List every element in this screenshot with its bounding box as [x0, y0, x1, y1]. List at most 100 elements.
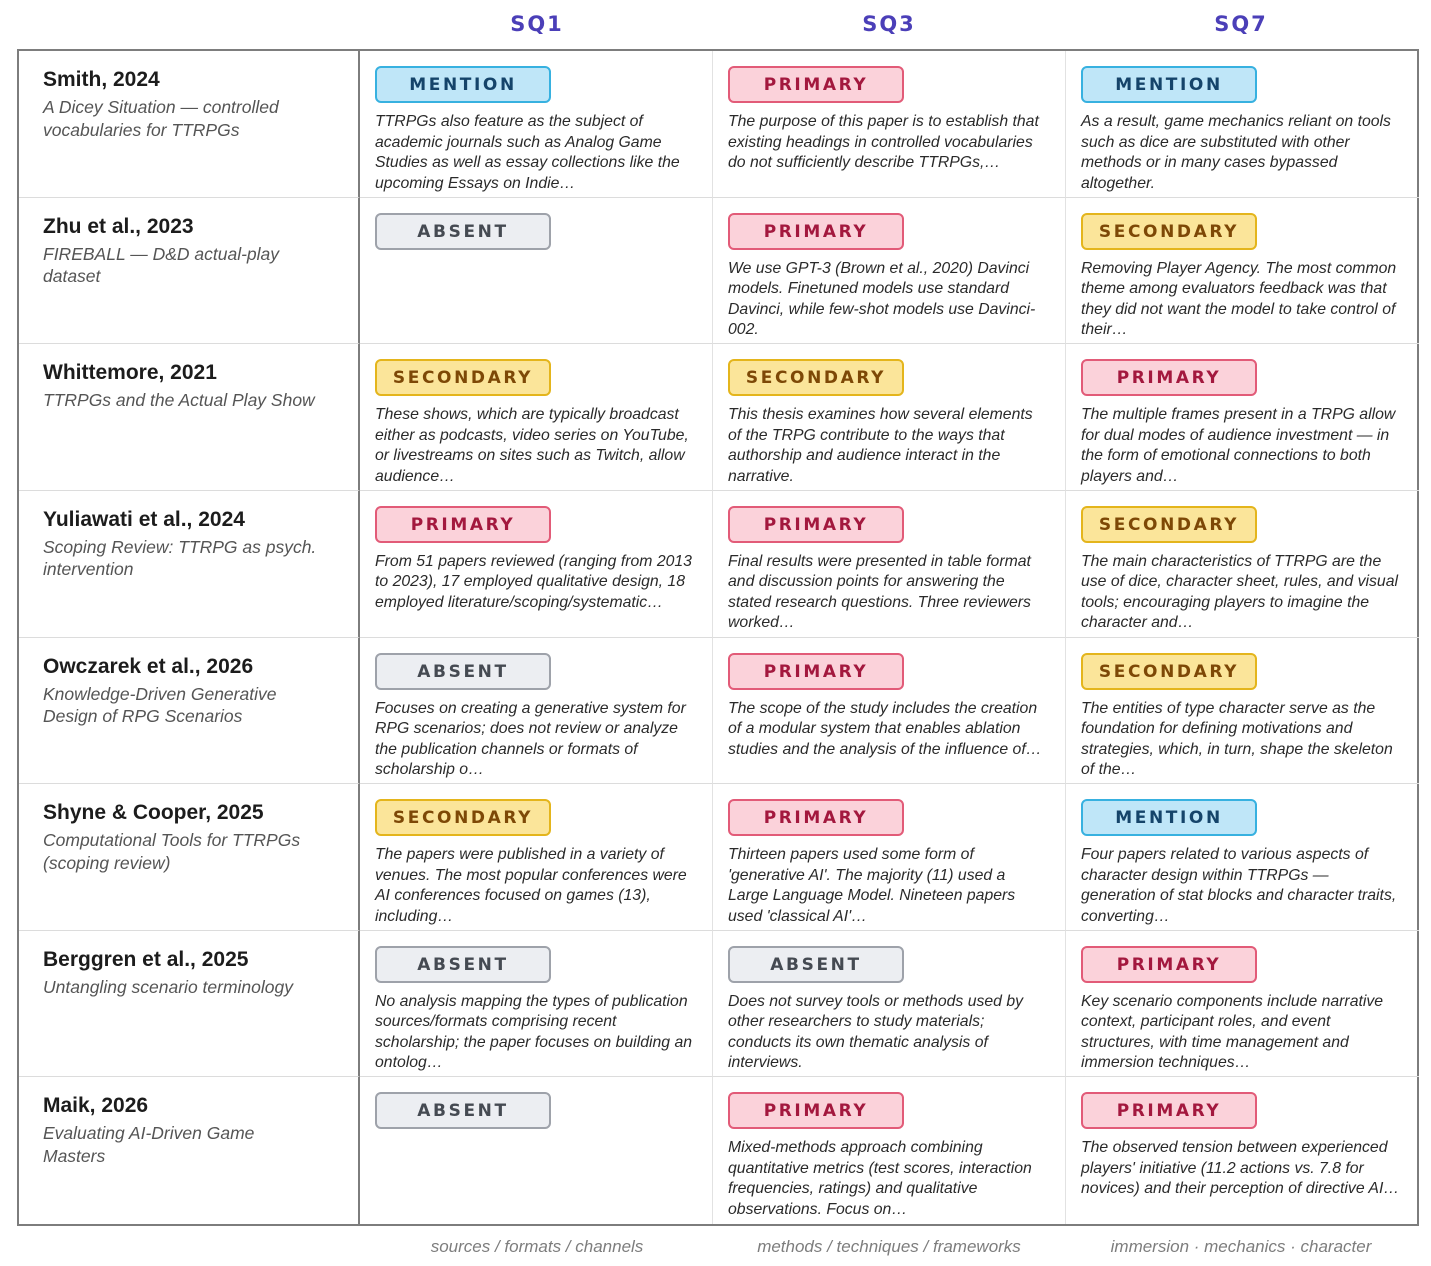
rating-cell-sq7: SECONDARY The main characteristics of TTR…: [1066, 491, 1419, 638]
primary-badge: PRIMARY: [728, 1092, 904, 1130]
rating-cell-sq3: PRIMARY Thirteen papers used some form of…: [713, 784, 1066, 931]
absent-badge: ABSENT: [375, 652, 551, 690]
secondary-badge: SECONDARY: [1081, 212, 1257, 250]
rating-cell-sq7: SECONDARY The entities of type character …: [1066, 638, 1419, 785]
rating-cell-sq7: MENTION As a result, game mechanics relia…: [1066, 51, 1419, 198]
primary-badge: PRIMARY: [375, 505, 551, 543]
primary-badge: PRIMARY: [728, 505, 904, 543]
paper-title: Shyne & Cooper, 2025: [43, 801, 264, 825]
paper-title: Owczarek et al., 2026: [43, 654, 254, 678]
evidence-quote: From 51 papers reviewed (ranging from 20…: [375, 552, 692, 611]
rating-cell-sq3: PRIMARY The purpose of this paper is to e…: [713, 51, 1066, 198]
rating-cell-sq1: SECONDARY These shows, which are typicall…: [360, 344, 713, 491]
rating-cell-sq1: PRIMARY From 51 papers reviewed (ranging …: [360, 490, 713, 638]
paper-cell: Yuliawati et al., 2024 Scoping Review: TT…: [19, 490, 360, 638]
secondary-badge: SECONDARY: [728, 359, 904, 397]
evidence-quote: TTRPGs also feature as the subject of ac…: [375, 113, 680, 192]
evidence-quote: Focuses on creating a generative system …: [375, 699, 686, 779]
rating-cell-sq1: MENTION TTRPGs also feature as the subjec…: [360, 51, 713, 198]
evidence-quote: This thesis examines how several element…: [728, 406, 1033, 485]
evidence-quote: The entities of type character serve as …: [1081, 699, 1393, 779]
rating-cell-sq1: ABSENT: [360, 1077, 713, 1224]
rating-cell-sq3: SECONDARY This thesis examines how severa…: [713, 344, 1066, 491]
absent-badge: ABSENT: [728, 945, 904, 983]
primary-badge: PRIMARY: [1081, 945, 1257, 983]
mention-badge: MENTION: [1081, 799, 1257, 837]
mention-badge: MENTION: [375, 66, 551, 103]
evidence-quote: Four papers related to various aspects o…: [1081, 846, 1397, 925]
column-footers: sources / formats / channels methods / t…: [0, 1237, 1431, 1261]
paper-cell: Berggren et al., 2025 Untangling scenario…: [19, 930, 360, 1078]
evidence-quote: The main characteristics of TTRPG are th…: [1081, 552, 1398, 632]
evidence-quote: The observed tension between experienced…: [1081, 1139, 1400, 1198]
evidence-quote: The papers were published in a variety o…: [375, 846, 687, 925]
secondary-badge: SECONDARY: [375, 359, 551, 397]
paper-cell: Whittemore, 2021 TTRPGs and the Actual Pl…: [19, 344, 360, 491]
evidence-quote: As a result, game mechanics reliant on t…: [1081, 113, 1391, 192]
rating-cell-sq3: PRIMARY The scope of the study includes t…: [713, 637, 1066, 785]
primary-badge: PRIMARY: [728, 652, 904, 690]
rating-cell-sq7: PRIMARY The multiple frames present in a …: [1066, 344, 1419, 491]
paper-title: Smith, 2024: [43, 68, 160, 91]
column-header-sq3: SQ3: [862, 12, 916, 36]
paper-cell: Owczarek et al., 2026 Knowledge-Driven Ge…: [19, 637, 360, 785]
paper-subtitle: Scoping Review: TTRPG as psych. interven…: [43, 536, 317, 580]
paper-cell: Zhu et al., 2023 FIREBALL — D&D actual-pl…: [19, 197, 360, 345]
evidence-quote: These shows, which are typically broadca…: [375, 406, 689, 485]
rating-cell-sq1: ABSENT Focuses on creating a generative s…: [360, 637, 713, 785]
paper-cell: Smith, 2024 A Dicey Situation — controlle…: [19, 51, 360, 198]
absent-badge: ABSENT: [375, 212, 551, 250]
evidence-quote: The scope of the study includes the crea…: [728, 699, 1042, 758]
rating-cell-sq3: PRIMARY Mixed-methods approach combining …: [713, 1077, 1066, 1224]
mention-badge: MENTION: [1081, 66, 1257, 103]
paper-title: Maik, 2026: [43, 1094, 149, 1118]
primary-badge: PRIMARY: [728, 212, 904, 250]
rating-cell-sq7: PRIMARY The observed tension between expe…: [1066, 1077, 1419, 1224]
absent-badge: ABSENT: [375, 1092, 551, 1130]
rating-cell-sq7: PRIMARY Key scenario components include n…: [1066, 931, 1419, 1078]
paper-subtitle: FIREBALL — D&D actual-play dataset: [43, 243, 280, 287]
evidence-quote: We use GPT-3 (Brown et al., 2020) Davinc…: [728, 259, 1036, 339]
evidence-quote: No analysis mapping the types of publica…: [375, 992, 693, 1072]
rating-cell-sq7: SECONDARY Removing Player Agency. The mos…: [1066, 198, 1419, 345]
rating-cell-sq3: PRIMARY Final results were presented in t…: [713, 490, 1066, 638]
evidence-quote: The purpose of this paper is to establis…: [728, 113, 1039, 171]
paper-subtitle: Evaluating AI-Driven Game Masters: [43, 1123, 255, 1166]
footer-sq7: immersion · mechanics · character: [1110, 1237, 1372, 1256]
evidence-quote: Does not survey tools or methods used by…: [728, 992, 1024, 1072]
rating-cell-sq3: ABSENT Does not survey tools or methods u…: [713, 930, 1066, 1078]
evidence-quote: Final results were presented in table fo…: [728, 552, 1031, 632]
paper-subtitle: Computational Tools for TTRPGs (scoping …: [43, 830, 301, 873]
rating-cell-sq3: PRIMARY We use GPT-3 (Brown et al., 2020)…: [713, 197, 1066, 345]
rating-cell-sq1: ABSENT No analysis mapping the types of p…: [360, 930, 713, 1078]
evidence-quote: Mixed-methods approach combining quantit…: [728, 1139, 1032, 1218]
evidence-quote: Thirteen papers used some form of 'gener…: [728, 846, 1016, 925]
secondary-badge: SECONDARY: [1081, 652, 1257, 690]
primary-badge: PRIMARY: [728, 66, 904, 103]
paper-title: Berggren et al., 2025: [43, 947, 249, 971]
column-header-sq1: SQ1: [510, 12, 564, 36]
paper-title: Zhu et al., 2023: [43, 214, 194, 238]
paper-cell: Shyne & Cooper, 2025 Computational Tools …: [19, 784, 360, 931]
primary-badge: PRIMARY: [1081, 359, 1257, 397]
footer-sq3: methods / techniques / frameworks: [757, 1237, 1021, 1256]
paper-subtitle: Untangling scenario terminology: [43, 976, 293, 997]
evidence-quote: Key scenario components include narrativ…: [1081, 992, 1384, 1072]
paper-title: Whittemore, 2021: [43, 361, 217, 385]
rating-cell-sq1: ABSENT: [360, 197, 713, 345]
column-headers: SQ1 SQ3 SQ7: [0, 0, 1431, 50]
paper-subtitle: TTRPGs and the Actual Play Show: [43, 390, 315, 411]
column-header-sq7: SQ7: [1214, 12, 1268, 36]
paper-subtitle: Knowledge-Driven Generative Design of RP…: [43, 683, 277, 727]
secondary-badge: SECONDARY: [1081, 505, 1257, 543]
footer-sq1: sources / formats / channels: [430, 1237, 644, 1256]
paper-subtitle: A Dicey Situation — controlled vocabular…: [43, 97, 279, 140]
rating-cell-sq1: SECONDARY The papers were published in a …: [360, 784, 713, 931]
rating-cell-sq7: MENTION Four papers related to various as…: [1066, 784, 1419, 931]
evidence-quote: The multiple frames present in a TRPG al…: [1081, 406, 1396, 485]
paper-cell: Maik, 2026 Evaluating AI-Driven Game Mast…: [19, 1077, 360, 1224]
primary-badge: PRIMARY: [728, 799, 904, 837]
secondary-badge: SECONDARY: [375, 799, 551, 837]
absent-badge: ABSENT: [375, 945, 551, 983]
evidence-quote: Removing Player Agency. The most common …: [1081, 259, 1397, 339]
